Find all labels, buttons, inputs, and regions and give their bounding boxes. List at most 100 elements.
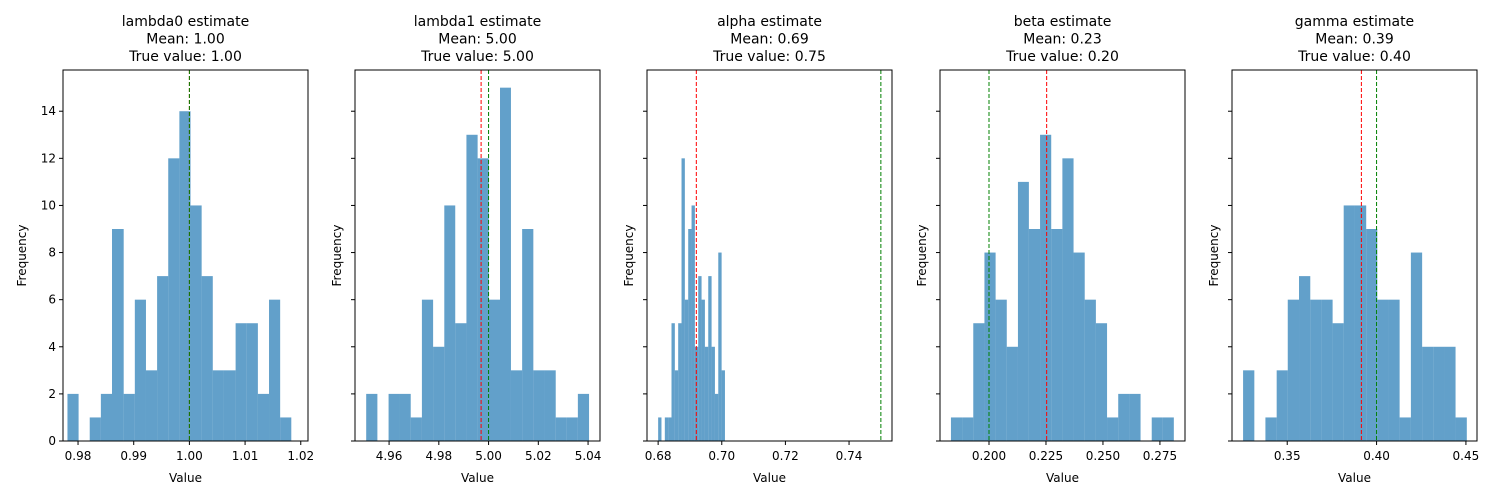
y-tick-label: 6 bbox=[48, 293, 56, 307]
x-tick-label: 0.40 bbox=[1363, 449, 1390, 463]
y-tick-label: 8 bbox=[48, 246, 56, 260]
bar bbox=[1073, 252, 1085, 441]
bar bbox=[973, 323, 985, 441]
chart-title: True value: 0.20 bbox=[1005, 49, 1119, 65]
bar bbox=[1129, 393, 1141, 441]
bar bbox=[684, 299, 689, 441]
bar bbox=[544, 370, 556, 441]
bar bbox=[1455, 417, 1467, 441]
axes-frame bbox=[646, 69, 893, 442]
y-tick-label: 0 bbox=[48, 434, 56, 448]
bar bbox=[995, 299, 1007, 441]
x-tick-label: 0.70 bbox=[708, 449, 735, 463]
bar bbox=[691, 205, 695, 441]
bar bbox=[1265, 417, 1277, 441]
x-tick-label: 4.96 bbox=[376, 449, 403, 463]
y-axis-label: Frequency bbox=[915, 225, 929, 287]
bar bbox=[1410, 252, 1423, 441]
x-tick-label: 1.00 bbox=[176, 449, 203, 463]
x-tick-label: 1.01 bbox=[232, 449, 259, 463]
x-tick-label: 1.02 bbox=[287, 449, 314, 463]
chart-title: Mean: 0.39 bbox=[1315, 32, 1393, 48]
bar bbox=[704, 346, 709, 441]
bar bbox=[500, 87, 511, 442]
bar bbox=[1388, 299, 1400, 441]
bar bbox=[1040, 134, 1052, 441]
bar bbox=[721, 370, 725, 441]
x-axis-label: Value bbox=[753, 471, 786, 485]
bar bbox=[1422, 346, 1434, 441]
bar bbox=[223, 370, 236, 441]
chart-title: True value: 0.75 bbox=[712, 49, 826, 65]
chart-title: True value: 0.40 bbox=[1297, 49, 1411, 65]
x-tick-label: 4.98 bbox=[425, 449, 452, 463]
bar bbox=[1084, 299, 1096, 441]
bar bbox=[714, 393, 719, 441]
bar bbox=[100, 393, 112, 441]
bar bbox=[280, 417, 292, 441]
x-axis-label: Value bbox=[1338, 471, 1371, 485]
bar bbox=[399, 393, 411, 441]
bar bbox=[212, 370, 224, 441]
chart-title: Mean: 0.69 bbox=[730, 32, 808, 48]
bar bbox=[555, 417, 567, 441]
bar bbox=[577, 393, 590, 441]
chart-title: Mean: 1.00 bbox=[146, 32, 224, 48]
bar bbox=[488, 299, 501, 441]
bar bbox=[190, 205, 202, 441]
bar bbox=[455, 323, 467, 441]
bar bbox=[433, 346, 445, 441]
bar bbox=[671, 323, 675, 441]
bar bbox=[89, 417, 101, 441]
chart-title: Mean: 5.00 bbox=[438, 32, 516, 48]
bar bbox=[157, 276, 169, 441]
bar bbox=[466, 134, 478, 441]
bar bbox=[1444, 346, 1456, 441]
chart-title: True value: 5.00 bbox=[420, 49, 534, 65]
y-axis-label: Frequency bbox=[330, 225, 344, 287]
bar bbox=[1028, 229, 1041, 441]
x-tick-label: 5.04 bbox=[575, 449, 602, 463]
bar bbox=[421, 299, 434, 441]
bar bbox=[201, 276, 213, 441]
bar bbox=[246, 323, 258, 441]
bar bbox=[1287, 299, 1300, 441]
y-tick-label: 12 bbox=[41, 151, 56, 165]
bar bbox=[962, 417, 974, 441]
chart-title: alpha estimate bbox=[717, 14, 822, 30]
x-tick-label: 0.45 bbox=[1453, 449, 1480, 463]
bar bbox=[698, 276, 702, 441]
bar bbox=[718, 252, 722, 441]
y-axis-label: Frequency bbox=[15, 225, 29, 287]
bar bbox=[678, 323, 682, 441]
bar bbox=[674, 370, 679, 441]
x-tick-label: 5.00 bbox=[475, 449, 502, 463]
bar bbox=[112, 229, 124, 441]
x-tick-label: 0.98 bbox=[65, 449, 92, 463]
bar bbox=[410, 417, 422, 441]
bar bbox=[1399, 417, 1411, 441]
axes-frame bbox=[62, 69, 309, 442]
bar bbox=[522, 229, 534, 441]
axes-frame bbox=[1231, 69, 1478, 442]
bar bbox=[145, 370, 158, 441]
bar bbox=[664, 417, 669, 441]
bar bbox=[179, 111, 191, 441]
bar bbox=[1162, 417, 1174, 441]
bar bbox=[984, 252, 996, 441]
bar bbox=[688, 229, 692, 441]
bar bbox=[366, 393, 378, 441]
x-tick-label: 0.68 bbox=[645, 449, 672, 463]
bar bbox=[235, 323, 247, 441]
bar bbox=[1118, 393, 1130, 441]
x-tick-label: 0.72 bbox=[772, 449, 799, 463]
bar bbox=[1377, 299, 1389, 441]
bar bbox=[1332, 323, 1344, 441]
bar bbox=[1243, 370, 1255, 441]
bar bbox=[708, 276, 712, 441]
bar bbox=[257, 393, 270, 441]
x-tick-label: 0.74 bbox=[836, 449, 863, 463]
bar bbox=[711, 346, 715, 441]
bar bbox=[134, 299, 146, 441]
bar bbox=[1276, 370, 1288, 441]
